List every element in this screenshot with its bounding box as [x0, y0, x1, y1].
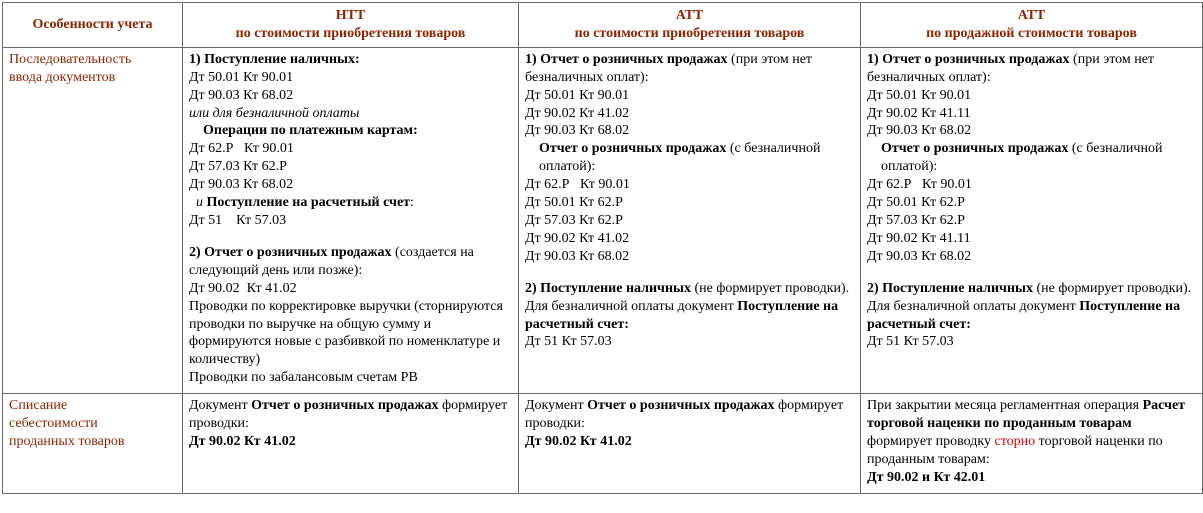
row-sequence-att-sale: 1) Отчет о розничных продажах (при этом … [861, 47, 1203, 393]
accounting-comparison-table: Особенности учета НТТ по стоимости приоб… [2, 2, 1203, 494]
row-costwriteoff-ntt: Документ Отчет о розничных продажах форм… [183, 394, 519, 494]
row-costwriteoff-att-sale: При закрытии месяца регламентная операци… [861, 394, 1203, 494]
row-costwriteoff-att-cost: Документ Отчет о розничных продажах форм… [519, 394, 861, 494]
row-sequence-label: Последовательность ввода документов [3, 47, 183, 393]
header-att-cost: АТТ по стоимости приобретения товаров [519, 3, 861, 48]
header-ntt: НТТ по стоимости приобретения товаров [183, 3, 519, 48]
header-att-sale: АТТ по продажной стоимости товаров [861, 3, 1203, 48]
row-sequence-att-cost: 1) Отчет о розничных продажах (при этом … [519, 47, 861, 393]
header-features: Особенности учета [3, 3, 183, 48]
row-sequence-ntt: 1) Поступление наличных: Дт 50.01 Кт 90.… [183, 47, 519, 393]
header-row: Особенности учета НТТ по стоимости приоб… [3, 3, 1203, 48]
row-costwriteoff-label: Списание себестоимости проданных товаров [3, 394, 183, 494]
row-costwriteoff: Списание себестоимости проданных товаров… [3, 394, 1203, 494]
row-sequence: Последовательность ввода документов 1) П… [3, 47, 1203, 393]
